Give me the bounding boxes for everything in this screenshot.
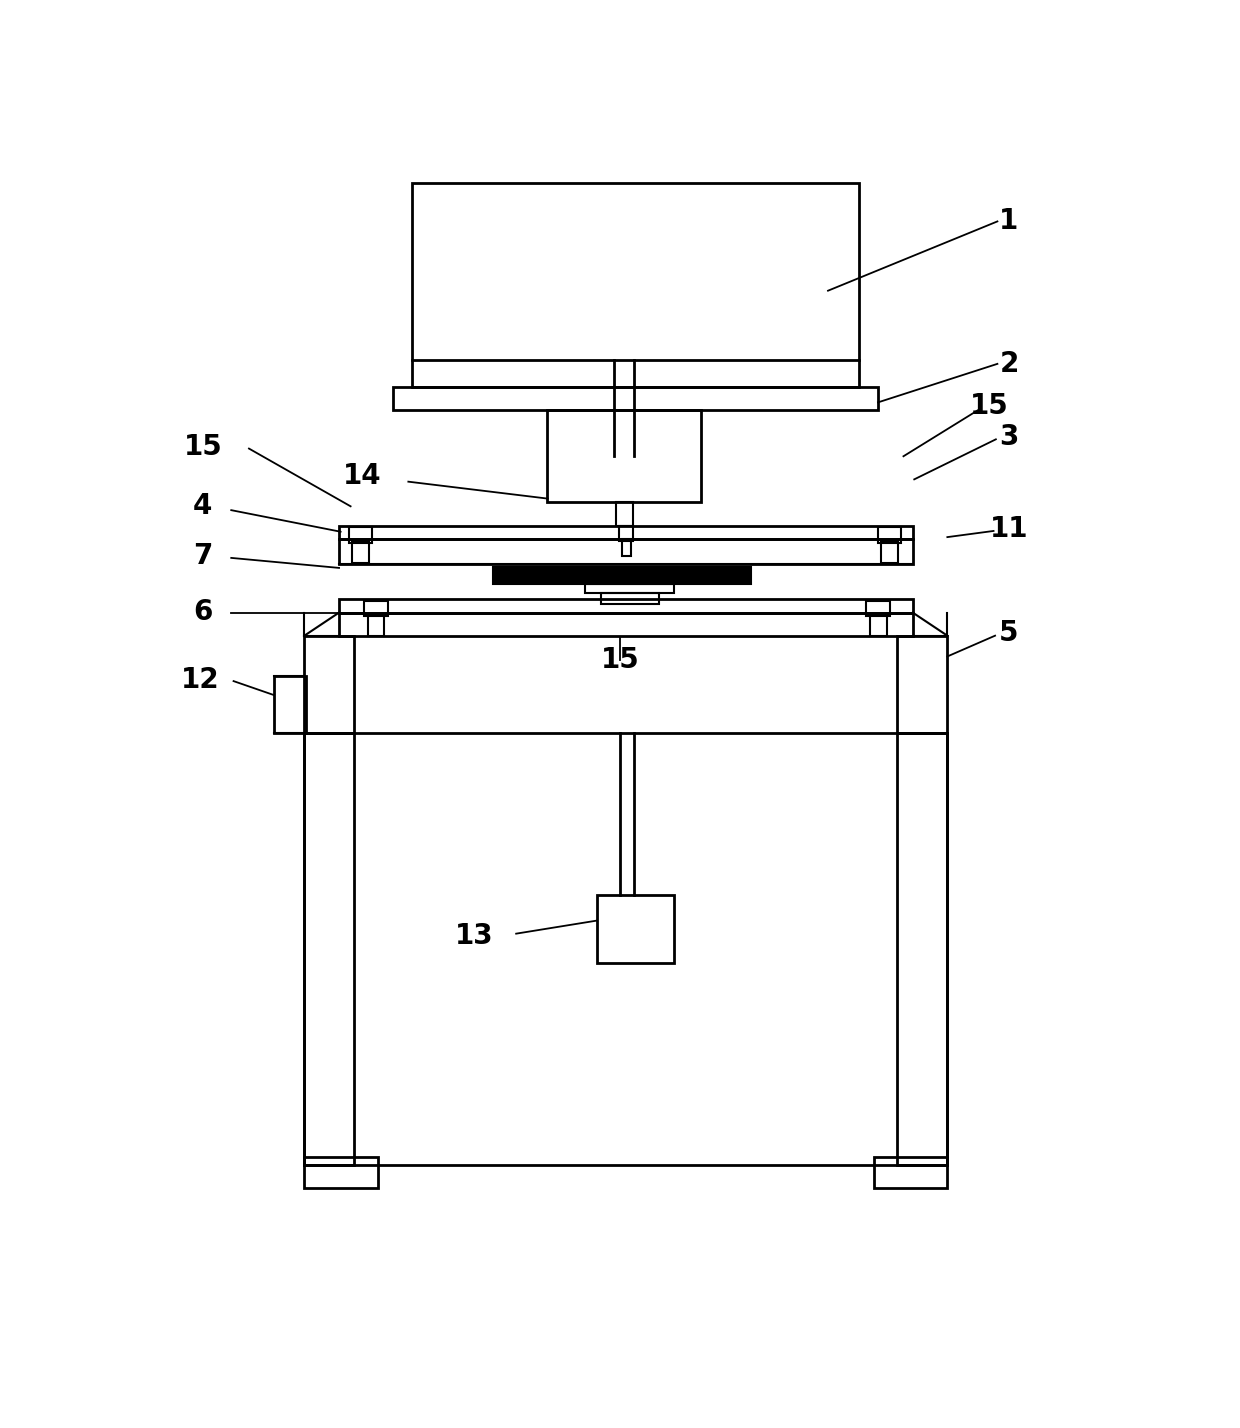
Bar [304, 635, 355, 734]
Bar [898, 635, 947, 734]
Bar [869, 615, 887, 637]
Bar [621, 540, 631, 557]
Text: 15: 15 [184, 433, 222, 461]
Text: 2: 2 [999, 350, 1018, 378]
Bar [367, 615, 384, 637]
Bar [601, 593, 658, 604]
Bar [339, 540, 913, 564]
Bar [304, 734, 947, 1165]
Bar [867, 601, 889, 617]
Bar [350, 527, 372, 543]
Text: 13: 13 [455, 922, 494, 950]
Text: 4: 4 [193, 493, 212, 520]
Bar [304, 1157, 377, 1188]
Bar [596, 895, 675, 962]
Text: 12: 12 [181, 665, 219, 694]
Text: 1: 1 [999, 207, 1018, 236]
Bar [339, 598, 913, 613]
Bar [412, 183, 859, 387]
Text: 11: 11 [990, 516, 1028, 544]
Bar [494, 567, 751, 584]
Bar [393, 387, 878, 410]
Bar [339, 613, 913, 635]
Text: 15: 15 [600, 647, 640, 674]
Bar [274, 675, 306, 734]
Bar [619, 526, 634, 541]
Text: 3: 3 [999, 423, 1018, 451]
Bar [585, 584, 675, 593]
Text: 7: 7 [193, 543, 212, 570]
Bar [616, 503, 634, 526]
Bar [898, 734, 947, 1165]
Bar [365, 601, 388, 617]
Bar [304, 734, 355, 1165]
Bar [547, 410, 701, 503]
Bar [352, 541, 370, 563]
Text: 15: 15 [971, 393, 1009, 420]
Bar [339, 526, 913, 540]
Text: 6: 6 [193, 598, 212, 625]
Bar [874, 1157, 947, 1188]
Bar [878, 527, 901, 543]
Text: 14: 14 [342, 461, 382, 490]
Text: 5: 5 [999, 620, 1019, 647]
Bar [882, 541, 898, 563]
